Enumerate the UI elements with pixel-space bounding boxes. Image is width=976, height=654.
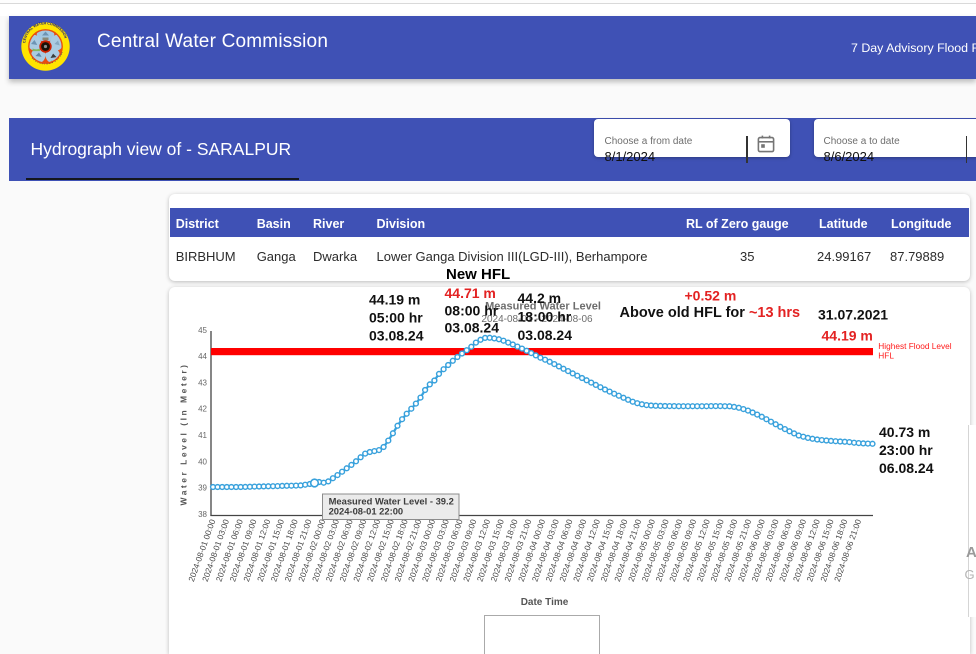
- svg-text:2024-08-01 - 2024-08-06: 2024-08-01 - 2024-08-06: [481, 314, 593, 325]
- svg-text:40.73 m: 40.73 m: [879, 424, 930, 440]
- svg-text:44.71 m: 44.71 m: [445, 287, 496, 301]
- svg-text:Water Level (In Meter): Water Level (In Meter): [179, 362, 189, 505]
- svg-text:03.08.24: 03.08.24: [445, 320, 500, 336]
- svg-text:18:00 hr: 18:00 hr: [518, 309, 572, 325]
- svg-text:43: 43: [198, 378, 207, 387]
- svg-text:03.08.24: 03.08.24: [518, 327, 573, 343]
- svg-text:Above old HFL for ~13 hrs: Above old HFL for ~13 hrs: [620, 305, 801, 321]
- svg-text:05:00 hr: 05:00 hr: [369, 310, 423, 326]
- svg-text:Date Time: Date Time: [521, 597, 569, 608]
- svg-text:42: 42: [198, 405, 207, 414]
- svg-text:44.19 m: 44.19 m: [369, 292, 420, 308]
- svg-text:44: 44: [198, 352, 207, 361]
- svg-text:44.2 m: 44.2 m: [518, 290, 562, 306]
- svg-text:+0.52 m: +0.52 m: [685, 288, 737, 304]
- svg-text:23:00 hr: 23:00 hr: [879, 442, 933, 458]
- svg-text:38: 38: [198, 510, 207, 519]
- svg-text:39: 39: [198, 484, 207, 493]
- svg-text:41: 41: [198, 431, 207, 440]
- svg-text:31.07.2021: 31.07.2021: [818, 307, 888, 323]
- svg-text:Measured Water Level - 39.2: Measured Water Level - 39.2: [329, 495, 454, 506]
- svg-text:2024-08-01 22:00: 2024-08-01 22:00: [329, 505, 404, 516]
- svg-text:45: 45: [198, 326, 207, 335]
- svg-text:Measured Water Level: Measured Water Level: [485, 301, 601, 313]
- svg-text:40: 40: [198, 457, 207, 466]
- svg-text:06.08.24: 06.08.24: [879, 460, 934, 476]
- svg-text:44.19 m: 44.19 m: [822, 328, 873, 344]
- svg-text:08:00 hr: 08:00 hr: [445, 303, 499, 319]
- svg-text:03.08.24: 03.08.24: [369, 328, 424, 344]
- svg-text:HFL: HFL: [878, 351, 894, 361]
- svg-text:Highest Flood Level: Highest Flood Level: [878, 341, 951, 351]
